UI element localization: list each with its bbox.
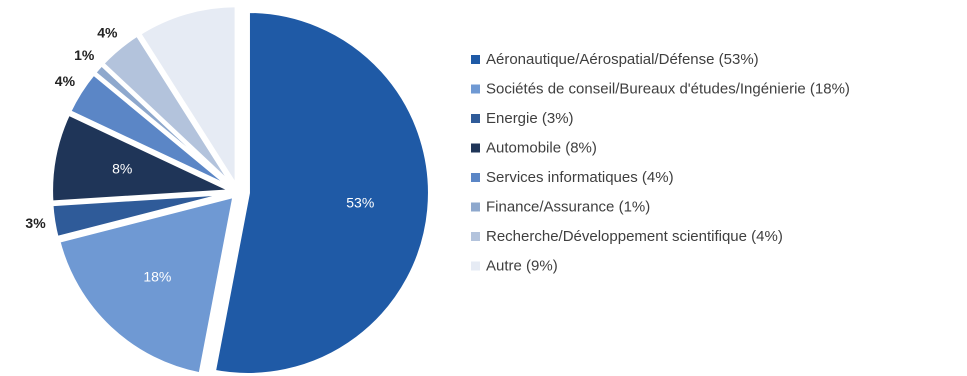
pie-slice-label: 1% <box>74 47 95 63</box>
pie-slice <box>211 8 432 376</box>
legend-swatch <box>471 261 480 271</box>
legend: Aéronautique/Aérospatial/Défense (53%) So… <box>471 51 850 274</box>
legend-label: Energie (3%) <box>486 110 574 127</box>
legend-label: Finance/Assurance (1%) <box>486 198 650 215</box>
legend-swatch <box>471 202 480 212</box>
legend-swatch <box>471 143 480 153</box>
pie-slice-label: 4% <box>97 25 118 41</box>
legend-swatch <box>471 84 480 94</box>
legend-label: Recherche/Développement scientifique (4%… <box>486 228 783 245</box>
pie-slice-label: 53% <box>346 194 374 210</box>
pie-slice <box>49 110 234 205</box>
pie-slice <box>136 3 239 195</box>
legend-item: Sociétés de conseil/Bureaux d'études/Ing… <box>471 80 850 97</box>
pie-slice-label: 9% <box>171 0 192 2</box>
legend-label: Aéronautique/Aérospatial/Défense (53%) <box>486 51 759 68</box>
legend-swatch <box>471 114 480 123</box>
legend-item: Services informatiques (4%) <box>471 169 674 186</box>
pie-slice-label: 3% <box>25 215 46 231</box>
legend-swatch <box>471 232 480 241</box>
pie-slice <box>55 192 238 376</box>
legend-label: Sociétés de conseil/Bureaux d'études/Ing… <box>486 80 850 97</box>
legend-item: Automobile (8%) <box>471 139 597 156</box>
pie-slice-label: 8% <box>112 161 132 177</box>
legend-label: Services informatiques (4%) <box>486 169 674 186</box>
legend-item: Aéronautique/Aérospatial/Défense (53%) <box>471 51 759 68</box>
legend-label: Automobile (8%) <box>486 139 597 156</box>
pie-slice-label: 18% <box>143 269 171 285</box>
legend-item: Autre (9%) <box>471 257 558 274</box>
pie-slices <box>49 3 432 376</box>
legend-label: Autre (9%) <box>486 257 558 274</box>
legend-item: Finance/Assurance (1%) <box>471 198 650 215</box>
legend-item: Recherche/Développement scientifique (4%… <box>471 228 783 245</box>
pie-slice-label: 4% <box>55 73 76 89</box>
legend-item: Energie (3%) <box>471 110 574 127</box>
pie-slice-labels: 53%18%3%8%4%1%4%9% <box>25 0 374 285</box>
legend-swatch <box>471 55 480 64</box>
legend-swatch <box>471 173 480 182</box>
pie-slice <box>99 31 237 190</box>
